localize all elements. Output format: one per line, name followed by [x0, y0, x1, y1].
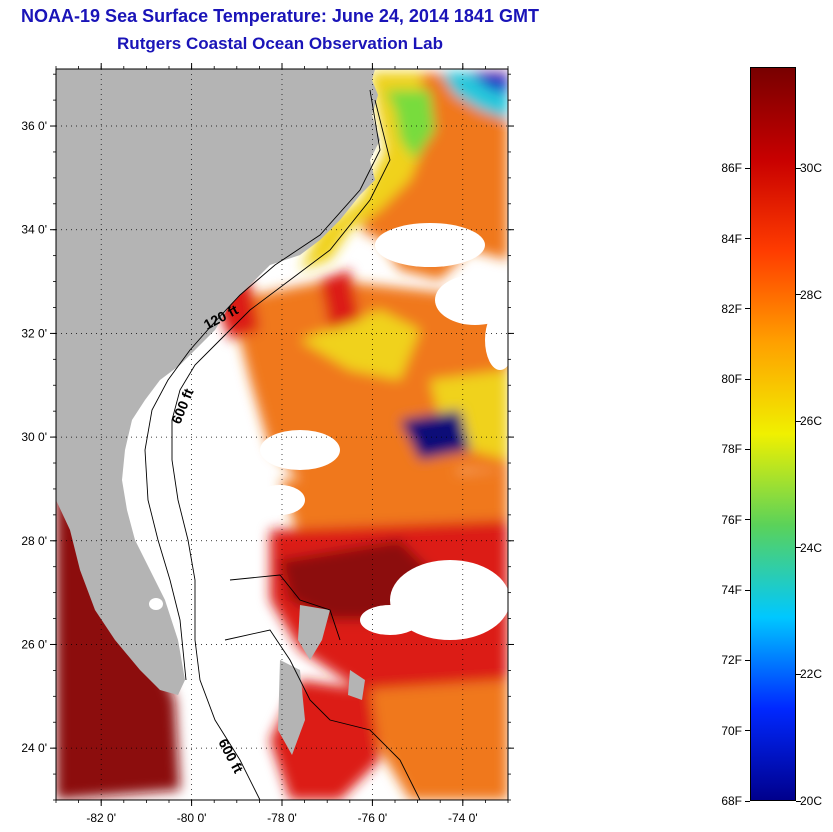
colorbar-celsius-label: 26C	[800, 414, 823, 429]
colorbar	[750, 67, 796, 801]
colorbar-fahrenheit-label: 68F	[721, 794, 742, 808]
colorbar-celsius-label: 30C	[800, 161, 823, 176]
colorbar-celsius-label: 20C	[800, 794, 823, 808]
lake-okeechobee	[149, 598, 163, 610]
map-title: NOAA-19 Sea Surface Temperature: June 24…	[21, 6, 539, 26]
contour-little-bahama-bank	[229, 574, 341, 641]
colorbar-celsius-label-tick	[796, 800, 801, 802]
lat-tick-label: 34 0'	[21, 223, 47, 237]
map-subtitle: Rutgers Coastal Ocean Observation Lab	[117, 34, 443, 53]
sst-patch-blue-north	[470, 72, 508, 95]
land-southeast-us	[56, 69, 380, 695]
lat-tick-label: 36 0'	[21, 119, 47, 133]
land-bahamas-andros	[278, 660, 305, 755]
colorbar-fahrenheit-label: 72F	[721, 653, 742, 668]
latitude-axis: 36 0' 34 0' 32 0' 30 0' 28 0' 26 0' 24 0'	[21, 73, 514, 801]
contour-120ft	[144, 89, 381, 681]
colorbar-celsius-label: 28C	[800, 287, 823, 302]
lon-tick-label: -78 0'	[267, 811, 297, 825]
sst-patch-yellow-mid	[300, 310, 420, 380]
colorbar-fahrenheit-label-tick	[745, 800, 750, 802]
colorbar-fahrenheit-label-tick	[745, 519, 750, 521]
lon-tick-label: -80 0'	[177, 811, 207, 825]
land-bahamas-abaco	[298, 605, 330, 660]
colorbar-celsius-label-tick	[796, 673, 801, 675]
colorbar-celsius-label: 24C	[800, 540, 823, 555]
cloud-mask	[255, 223, 508, 640]
colorbar-fahrenheit-label-tick	[745, 308, 750, 310]
colorbar-celsius-label-tick	[796, 167, 801, 169]
colorbar-celsius-label-tick	[796, 294, 801, 296]
lon-tick-label: -74 0'	[448, 811, 478, 825]
lat-tick-label: 30 0'	[21, 430, 47, 444]
colorbar-fahrenheit-label-tick	[745, 448, 750, 450]
land	[56, 69, 380, 755]
colorbar-fahrenheit-label: 78F	[721, 442, 742, 457]
colorbar-fahrenheit-label-tick	[745, 238, 750, 240]
contour-600ft	[171, 99, 391, 800]
colorbar-fahrenheit-label: 70F	[721, 723, 742, 738]
colorbar-fahrenheit-label-tick	[745, 659, 750, 661]
sst-patch-orange-se	[360, 680, 508, 800]
sst-patch-red-spot	[320, 270, 360, 330]
colorbar-fahrenheit-label: 82F	[721, 301, 742, 316]
sst-patch-green-coast	[385, 90, 435, 160]
colorbar-fahrenheit-label: 84F	[721, 231, 742, 246]
colorbar-celsius-label: 22C	[800, 667, 823, 682]
colorbar-fahrenheit-label: 80F	[721, 372, 742, 387]
longitude-axis: -82 0' -80 0' -78 0' -76 0' -74 0'	[55, 63, 509, 825]
colorbar-celsius-label-tick	[796, 547, 801, 549]
colorbar-fahrenheit-label-tick	[745, 167, 750, 169]
colorbar-fahrenheit-label: 86F	[721, 161, 742, 176]
colorbar-fahrenheit-label-tick	[745, 589, 750, 591]
colorbar-fahrenheit-label-tick	[745, 378, 750, 380]
sst-patch-blue-east	[400, 410, 470, 460]
lat-tick-label: 32 0'	[21, 326, 47, 340]
lat-tick-label: 28 0'	[21, 534, 47, 548]
land-bahamas-eleuthera	[348, 670, 365, 700]
bathymetry-contours	[144, 89, 421, 800]
colorbar-celsius-label-tick	[796, 420, 801, 422]
colorbar-fahrenheit-label-tick	[745, 730, 750, 732]
lon-tick-label: -76 0'	[358, 811, 388, 825]
lat-tick-label: 26 0'	[21, 637, 47, 651]
lon-tick-label: -82 0'	[86, 811, 116, 825]
colorbar-fahrenheit-label: 76F	[721, 512, 742, 527]
graticule	[56, 69, 508, 800]
colorbar-fahrenheit-label: 74F	[721, 583, 742, 598]
lat-tick-label: 24 0'	[21, 741, 47, 755]
sst-patch-yellow-east	[430, 370, 508, 460]
map-area: 120 ft 600 ft 600 ft	[56, 69, 508, 800]
contour-bahamas-bank	[224, 629, 421, 800]
